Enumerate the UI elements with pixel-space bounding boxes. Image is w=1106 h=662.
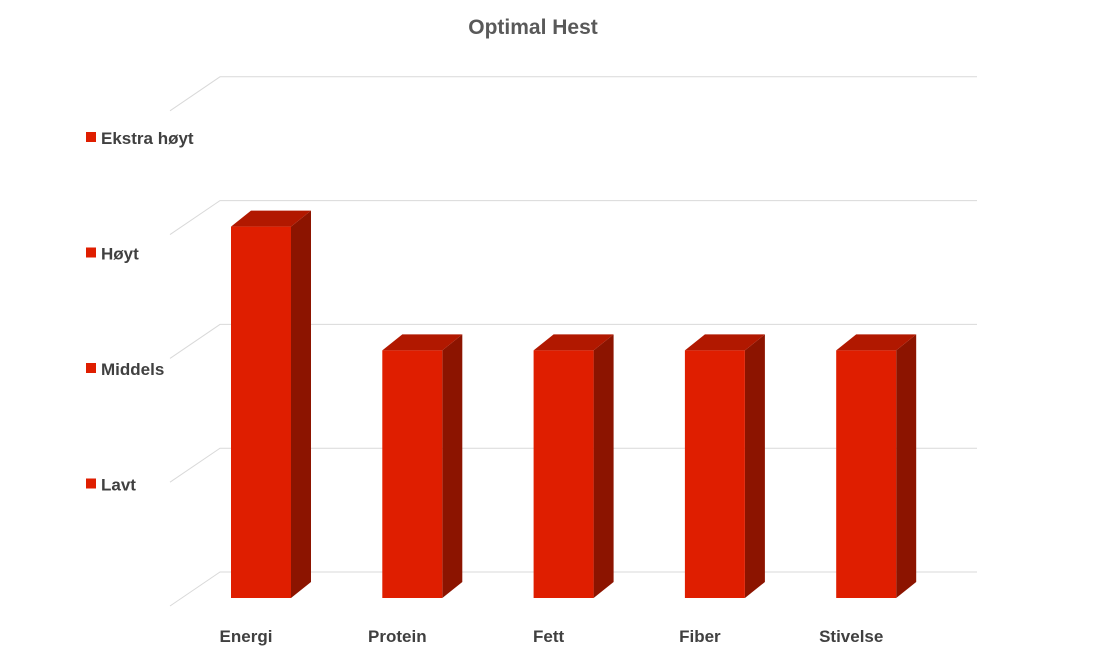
x-tick-label: Fiber — [679, 627, 721, 646]
gridline — [169, 323, 977, 359]
bar-top-face — [231, 210, 311, 227]
bar-top-face — [684, 334, 765, 351]
bar-side-face — [593, 334, 614, 598]
chart-title: Optimal Hest — [468, 16, 598, 39]
bar-front-face — [231, 226, 291, 598]
gridline — [169, 76, 977, 112]
bar — [684, 334, 765, 598]
bar-top-face — [836, 334, 917, 351]
x-axis-tick-labels: Energi Protein Fett Fiber Stivelse — [220, 627, 884, 646]
legend-label: Lavt — [101, 476, 136, 495]
x-tick-label: Fett — [533, 627, 565, 646]
bars — [231, 210, 917, 598]
bar — [836, 334, 917, 598]
x-tick-label: Protein — [368, 627, 427, 646]
legend-swatch — [86, 363, 96, 373]
legend: Ekstra høyt Høyt Middels Lavt — [86, 129, 194, 495]
bar — [231, 210, 311, 598]
x-tick-label: Energi — [220, 627, 273, 646]
bar-front-face — [836, 350, 897, 598]
bar-side-face — [442, 334, 463, 598]
bar-top-face — [533, 334, 614, 351]
bar — [533, 334, 614, 598]
bar-front-face — [382, 350, 443, 598]
legend-label: Ekstra høyt — [101, 129, 194, 148]
bar-side-face — [744, 334, 765, 598]
bar-side-face — [291, 210, 311, 598]
legend-swatch — [86, 247, 96, 258]
bar-front-face — [533, 350, 594, 598]
x-tick-label: Stivelse — [819, 627, 883, 646]
bar-front-face — [684, 350, 745, 598]
gridline — [169, 200, 977, 236]
legend-label: Middels — [101, 360, 164, 379]
bar-top-face — [382, 334, 463, 351]
legend-swatch — [86, 478, 96, 489]
legend-swatch — [86, 132, 96, 142]
bar — [382, 334, 463, 598]
legend-label: Høyt — [101, 245, 139, 264]
bar-side-face — [896, 334, 917, 598]
